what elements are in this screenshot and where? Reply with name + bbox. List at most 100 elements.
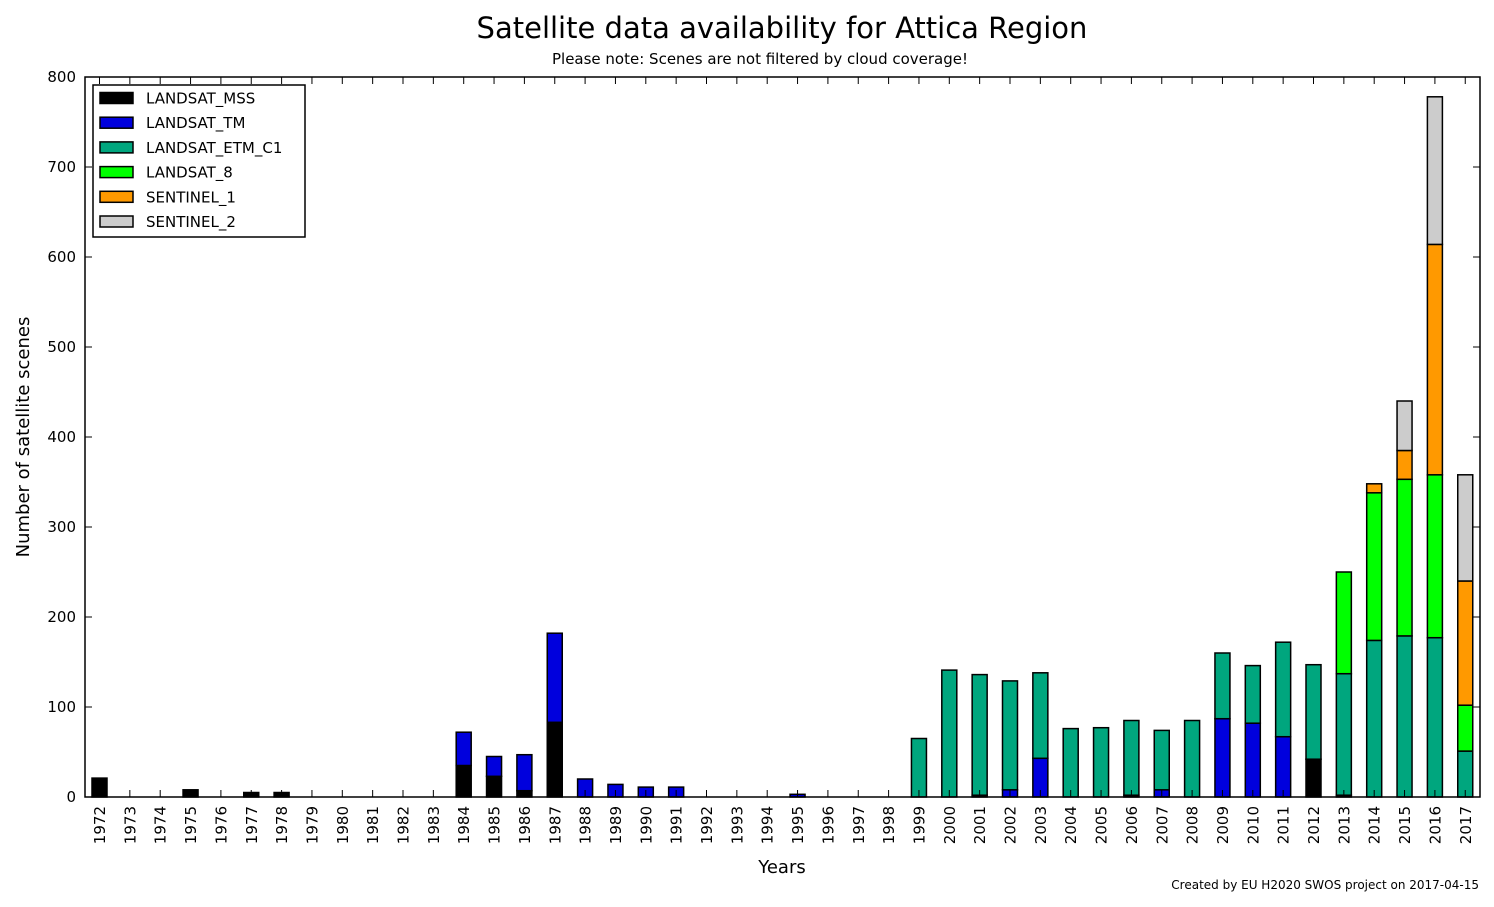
x-tick-label-2002: 2002 <box>1002 806 1020 844</box>
bar-landsat-etm-c1-2003 <box>1032 672 1049 760</box>
x-tick-label-2009: 2009 <box>1214 806 1232 844</box>
x-tick-label-1978: 1978 <box>273 806 291 844</box>
y-tick-label: 100 <box>47 698 76 716</box>
x-tick-label-1988: 1988 <box>577 806 595 844</box>
bar-landsat-etm-c1-2002 <box>1001 680 1019 791</box>
x-tick-label-1973: 1973 <box>121 806 139 844</box>
y-tick-label: 400 <box>47 428 76 446</box>
x-tick-label-2017: 2017 <box>1457 806 1475 844</box>
x-tick-label-2012: 2012 <box>1305 806 1323 844</box>
bar-landsat-etm-c1-2016 <box>1426 636 1444 798</box>
y-tick-label: 200 <box>47 608 76 626</box>
x-tick-label-1997: 1997 <box>850 806 868 844</box>
x-tick-label-1981: 1981 <box>364 806 382 844</box>
x-axis: 1972 1973 1974 1975 1976 1977 1978 1979 1980 1981… <box>91 77 1475 844</box>
bars-group <box>91 96 1474 798</box>
x-tick-label-1989: 1989 <box>607 806 625 844</box>
x-tick-label-1972: 1972 <box>91 806 109 844</box>
bar-landsat-tm-1984 <box>455 731 472 767</box>
chart-title: Satellite data availability for Attica R… <box>477 11 1088 45</box>
bar-landsat-8-2013 <box>1335 571 1353 675</box>
bar-landsat-etm-c1-2013 <box>1335 672 1353 796</box>
bar-landsat-etm-c1-2011 <box>1274 641 1292 738</box>
x-tick-label-2016: 2016 <box>1426 806 1444 844</box>
x-tick-label-2004: 2004 <box>1062 806 1080 844</box>
bar-landsat-etm-c1-2006 <box>1123 719 1140 796</box>
bar-sentinel-1-2015 <box>1396 449 1413 481</box>
bar-landsat-tm-2009 <box>1214 717 1231 798</box>
x-tick-label-1992: 1992 <box>698 806 716 844</box>
bar-landsat-etm-c1-2014 <box>1365 639 1383 798</box>
y-axis: 0 100 200 300 400 500 600 700 800 <box>47 68 1480 806</box>
bar-landsat-etm-c1-2000 <box>941 669 958 798</box>
x-tick-label-2008: 2008 <box>1184 806 1202 844</box>
x-tick-label-1979: 1979 <box>303 806 321 844</box>
x-tick-label-2011: 2011 <box>1275 806 1293 844</box>
x-tick-label-1993: 1993 <box>728 806 746 844</box>
legend-swatch-sentinel-1 <box>99 190 134 204</box>
x-tick-label-1999: 1999 <box>910 806 928 844</box>
x-tick-label-1983: 1983 <box>425 806 443 844</box>
bar-landsat-tm-1986 <box>516 753 533 792</box>
x-tick-label-1990: 1990 <box>637 806 655 844</box>
x-tick-label-2015: 2015 <box>1396 806 1414 844</box>
bar-landsat-etm-c1-2009 <box>1214 652 1231 720</box>
bar-landsat-etm-c1-2001 <box>971 673 988 796</box>
legend-label-sentinel-1: SENTINEL_1 <box>146 188 236 207</box>
x-tick-label-2005: 2005 <box>1093 806 1111 844</box>
y-tick-label: 0 <box>66 788 76 806</box>
legend-swatch-landsat-etm-c1 <box>99 141 134 154</box>
x-tick-label-2007: 2007 <box>1153 806 1171 844</box>
x-tick-label-1996: 1996 <box>819 806 837 844</box>
legend-swatch-landsat-mss <box>99 91 134 105</box>
legend-label-landsat-mss: LANDSAT_MSS <box>146 90 255 109</box>
bar-landsat-8-2014 <box>1365 492 1383 642</box>
bar-landsat-8-2016 <box>1426 474 1444 639</box>
x-tick-label-1991: 1991 <box>668 806 686 844</box>
legend-label-sentinel-2: SENTINEL_2 <box>146 213 236 232</box>
bar-landsat-etm-c1-2007 <box>1153 729 1170 791</box>
x-tick-label-2006: 2006 <box>1123 806 1141 844</box>
legend-label-landsat-tm: LANDSAT_TM <box>146 114 245 133</box>
y-tick-label: 500 <box>47 338 76 356</box>
x-tick-label-1974: 1974 <box>152 806 170 844</box>
x-tick-label-1980: 1980 <box>334 806 352 844</box>
y-tick-label: 800 <box>47 68 76 86</box>
y-axis-label: Number of satellite scenes <box>13 317 34 558</box>
x-tick-label-2000: 2000 <box>941 806 959 844</box>
legend-frame <box>92 84 306 238</box>
bar-sentinel-1-2014 <box>1365 483 1383 494</box>
footnote: Created by EU H2020 SWOS project on 2017… <box>1171 878 1479 892</box>
bar-landsat-etm-c1-2005 <box>1092 726 1110 798</box>
x-tick-label-1994: 1994 <box>759 806 777 844</box>
bar-landsat-tm-2011 <box>1274 735 1292 798</box>
x-tick-label-2010: 2010 <box>1244 806 1262 844</box>
x-tick-label-2013: 2013 <box>1335 806 1353 844</box>
x-tick-label-1976: 1976 <box>212 806 230 844</box>
x-tick-label-1984: 1984 <box>455 806 473 844</box>
x-tick-label-1987: 1987 <box>546 806 564 844</box>
x-tick-label-1982: 1982 <box>395 806 413 844</box>
x-tick-label-1975: 1975 <box>182 806 200 844</box>
y-tick-label: 300 <box>47 518 76 536</box>
bar-sentinel-2-2015 <box>1396 400 1413 452</box>
bar-landsat-etm-c1-2004 <box>1062 727 1079 798</box>
legend-label-landsat-etm-c1: LANDSAT_ETM_C1 <box>146 139 282 158</box>
y-tick-label: 700 <box>47 158 76 176</box>
bar-landsat-etm-c1-2015 <box>1396 635 1413 798</box>
bar-landsat-tm-1987 <box>546 632 563 724</box>
legend-label-landsat-8: LANDSAT_8 <box>146 164 233 183</box>
bar-landsat-etm-c1-1999 <box>910 737 928 798</box>
legend-swatch-landsat-tm <box>99 116 134 129</box>
x-tick-label-2001: 2001 <box>971 806 989 844</box>
bar-landsat-8-2015 <box>1396 478 1413 637</box>
x-axis-label: Years <box>757 857 806 878</box>
legend: LANDSAT_MSS LANDSAT_TM LANDSAT_ETM_C1 LANDS… <box>92 84 306 238</box>
x-tick-label-1998: 1998 <box>880 806 898 844</box>
bar-sentinel-2-2016 <box>1426 96 1444 246</box>
x-tick-label-1977: 1977 <box>243 806 261 844</box>
chart-subtitle: Please note: Scenes are not filtered by … <box>552 50 968 68</box>
x-tick-label-1985: 1985 <box>486 806 504 844</box>
bar-landsat-tm-1985 <box>485 755 503 778</box>
